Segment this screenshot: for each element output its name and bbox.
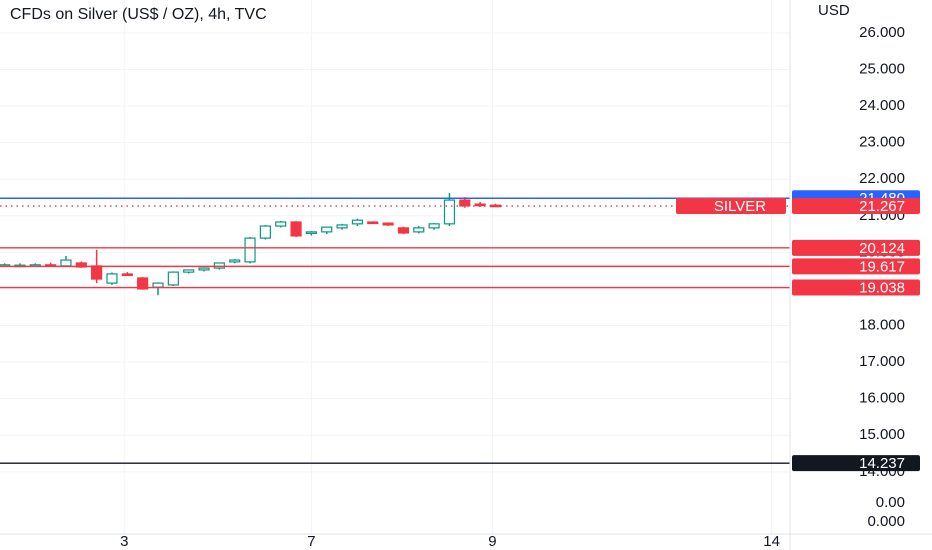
price-tag <box>792 198 920 215</box>
candle-body <box>321 226 333 233</box>
y-tick-label: 25.000 <box>859 60 905 77</box>
candle-body <box>121 273 133 277</box>
candle-body <box>259 225 271 239</box>
candle-body <box>213 262 225 269</box>
price-tag-label: 19.038 <box>859 280 905 297</box>
price-tag <box>792 279 920 296</box>
candle-body <box>336 224 348 229</box>
y-tick-label: 0.00 <box>876 494 905 511</box>
candle-body <box>91 265 103 280</box>
candle-body <box>397 227 410 234</box>
candle-body <box>443 199 456 225</box>
candle-body <box>305 231 317 234</box>
price-tag-label: 14.237 <box>859 455 905 472</box>
candle-body <box>367 221 379 225</box>
symbol-tag-label: SILVER <box>714 198 766 215</box>
candle-body <box>474 203 486 207</box>
candle-body <box>382 222 394 226</box>
price-tag-label: 21.267 <box>859 198 905 215</box>
y-tick-label: 26.000 <box>859 24 905 41</box>
candle-body <box>229 259 241 263</box>
price-tag <box>792 455 920 472</box>
y-tick-label: 15.000 <box>859 426 905 443</box>
x-tick-label: 9 <box>488 533 496 550</box>
price-tags: 21.48021.267SILVER20.12419.61719.03814.2… <box>676 190 920 472</box>
y-tick-label: 18.000 <box>859 316 905 333</box>
x-tick-label: 7 <box>307 533 315 550</box>
candle-body <box>60 259 72 267</box>
y-tick-label: 23.000 <box>859 134 905 151</box>
candle-body <box>275 221 287 227</box>
axis-label: USD <box>818 2 850 19</box>
candle-body <box>290 221 302 237</box>
plot <box>0 193 790 464</box>
candle-body <box>351 219 364 225</box>
y-tick-label: 24.000 <box>859 97 905 114</box>
candle-body <box>137 277 149 290</box>
candle-body <box>106 273 118 284</box>
x-tick-label: 3 <box>120 533 128 550</box>
candle-body <box>428 223 440 229</box>
symbol-tag <box>676 198 786 215</box>
y-tick-label: 16.000 <box>859 390 905 407</box>
x-tick-label: 14 <box>763 533 780 550</box>
price-tag-label: 19.617 <box>859 258 905 275</box>
price-tag-label: 20.124 <box>859 240 905 257</box>
candle-body <box>152 282 164 288</box>
candle-body <box>459 199 471 207</box>
chart-title: CFDs on Silver (US$ / OZ), 4h, TVC <box>10 6 267 23</box>
y-tick-label: 0.000 <box>867 513 905 530</box>
price-tag <box>792 239 920 256</box>
candle-body <box>167 271 179 286</box>
price-tag <box>792 258 920 275</box>
candle-body <box>198 267 210 271</box>
candle-body <box>413 227 425 233</box>
candle-body <box>244 237 256 263</box>
y-tick-label: 22.000 <box>859 170 905 187</box>
y-tick-label: 17.000 <box>859 353 905 370</box>
candle-body <box>183 269 195 273</box>
